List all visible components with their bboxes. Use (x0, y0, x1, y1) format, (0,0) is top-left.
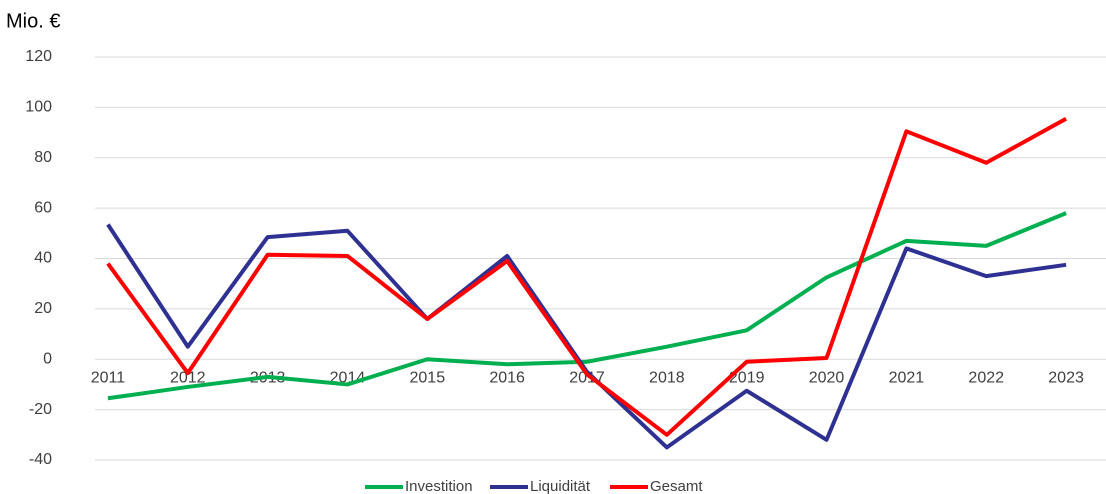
x-tick-label: 2018 (649, 369, 685, 386)
y-tick-label: 40 (34, 250, 52, 267)
x-tick-label: 2016 (489, 369, 525, 386)
x-tick-label: 2020 (809, 369, 845, 386)
series-line (106, 223, 1067, 450)
x-tick-label: 2021 (889, 369, 925, 386)
legend-label: Gesamt (650, 478, 703, 494)
x-tick-label: 2019 (729, 369, 765, 386)
y-axis-label: Mio. € (6, 10, 60, 32)
x-tick-label: 2022 (968, 369, 1004, 386)
series-line (107, 211, 1067, 401)
series-line (106, 116, 1068, 437)
legend-label: Liquidität (530, 478, 591, 494)
y-tick-label: 100 (25, 99, 52, 116)
y-tick-label: 120 (25, 48, 52, 65)
x-tick-label: 2015 (410, 369, 446, 386)
y-tick-label: 0 (43, 350, 52, 367)
legend-label: Investition (405, 478, 473, 494)
y-tick-label: 20 (34, 300, 52, 317)
x-tick-label: 2023 (1048, 369, 1084, 386)
y-tick-label: 80 (34, 149, 52, 166)
x-tick-label: 2012 (170, 369, 206, 386)
y-tick-label: 60 (34, 199, 52, 216)
y-tick-label: -20 (29, 401, 52, 418)
x-tick-label: 2011 (91, 369, 126, 386)
y-tick-label: -40 (29, 451, 52, 468)
